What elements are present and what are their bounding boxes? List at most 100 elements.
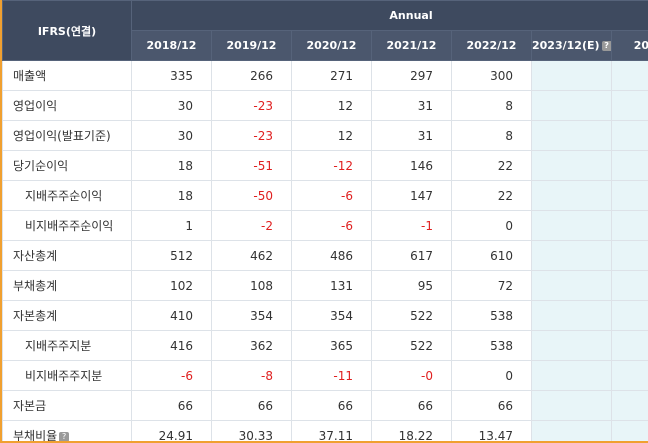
value-cell: 95 (371, 270, 452, 301)
table-row: 부채비율? 24.91 30.33 37.11 18.22 13.47 (2, 420, 648, 443)
table-row: 영업이익 30 -23 12 31 8 (2, 90, 648, 121)
value-cell: 12 (291, 90, 372, 121)
empty-cell (610, 240, 648, 271)
table-row: 당기순이익 18 -51 -12 146 22 (2, 150, 648, 181)
empty-cell (531, 120, 612, 151)
value-cell: -6 (131, 360, 212, 391)
value-cell: -50 (211, 180, 292, 211)
value-cell: 22 (451, 180, 532, 211)
value-cell: 0 (451, 210, 532, 241)
value-cell: 365 (291, 330, 372, 361)
value-cell: 30 (131, 120, 212, 151)
value-cell: 30.33 (211, 420, 292, 441)
empty-cell (531, 60, 612, 91)
value-cell: 66 (451, 390, 532, 421)
table-row: 부채총계 102 108 131 95 72 (2, 270, 648, 301)
empty-cell (610, 180, 648, 211)
table-row: 매출액 335 266 271 297 300 (2, 60, 648, 91)
value-cell: 354 (211, 300, 292, 331)
row-label-text: 비지배주주순이익 (25, 219, 114, 233)
empty-cell (610, 300, 648, 331)
value-cell: 147 (371, 180, 452, 211)
table-row: 지배주주순이익 18 -50 -6 147 22 (2, 180, 648, 211)
value-cell: 617 (371, 240, 452, 271)
value-cell: 486 (291, 240, 372, 271)
row-label: 지배주주지분 (2, 330, 132, 361)
value-cell: 522 (371, 330, 452, 361)
corner-header: IFRS(연결) (2, 0, 132, 61)
value-cell: 102 (131, 270, 212, 301)
empty-cell (531, 360, 612, 391)
column-header: 2021/12 (371, 30, 452, 61)
row-label: 부채총계 (2, 270, 132, 301)
row-label: 자산총계 (2, 240, 132, 271)
value-cell: 72 (451, 270, 532, 301)
row-label-text: 영업이익 (13, 99, 58, 113)
value-cell: 31 (371, 90, 452, 121)
value-cell: -23 (211, 90, 292, 121)
value-cell: 266 (211, 60, 292, 91)
row-label-text: 자본총계 (13, 309, 58, 323)
value-cell: -6 (291, 180, 372, 211)
row-label-text: 매출액 (13, 69, 47, 83)
empty-cell (610, 330, 648, 361)
value-cell: 416 (131, 330, 212, 361)
value-cell: 522 (371, 300, 452, 331)
value-cell: 335 (131, 60, 212, 91)
value-cell: 30 (131, 90, 212, 121)
row-label-text: 영업이익(발표기준) (13, 129, 111, 143)
value-cell: -11 (291, 360, 372, 391)
column-header: 2022/12 (451, 30, 532, 61)
empty-cell (610, 120, 648, 151)
column-label: 2022/12 (466, 39, 517, 52)
row-label: 당기순이익 (2, 150, 132, 181)
row-label-text: 자산총계 (13, 249, 58, 263)
column-label: 2018/12 (146, 39, 197, 52)
value-cell: 610 (451, 240, 532, 271)
value-cell: 13.47 (451, 420, 532, 441)
row-label: 자본금 (2, 390, 132, 421)
column-header: 2019/12 (211, 30, 292, 61)
empty-cell (610, 60, 648, 91)
empty-cell (531, 270, 612, 301)
column-header: 2020/12 (291, 30, 372, 61)
empty-cell (610, 270, 648, 301)
row-label-text: 지배주주순이익 (25, 189, 103, 203)
value-cell: 18 (131, 180, 212, 211)
value-cell: 300 (451, 60, 532, 91)
column-label: 2020/12 (306, 39, 357, 52)
value-cell: 362 (211, 330, 292, 361)
value-cell: 354 (291, 300, 372, 331)
empty-cell (531, 180, 612, 211)
value-cell: -1 (371, 210, 452, 241)
help-icon: ? (59, 431, 70, 441)
group-header: Annual (130, 0, 648, 31)
value-cell: 18 (131, 150, 212, 181)
row-label-text: 비지배주주지분 (25, 369, 103, 383)
column-label: 2023/12(E) (532, 39, 600, 52)
empty-cell (610, 90, 648, 121)
value-cell: 271 (291, 60, 372, 91)
table-row: 자산총계 512 462 486 617 610 (2, 240, 648, 271)
row-label-text: 부채비율 (13, 429, 58, 443)
column-header: 2024/ (610, 30, 648, 61)
header-row: 2018/12 2019/12 2020/12 2021/12 2022/12 2023/… (3, 30, 648, 61)
value-cell: 12 (291, 120, 372, 151)
table-row: 지배주주지분 416 362 365 522 538 (2, 330, 648, 361)
column-label: 2019/12 (226, 39, 277, 52)
column-header: 2023/12(E)? (531, 30, 612, 61)
table-row: 자본금 66 66 66 66 66 (2, 390, 648, 421)
value-cell: 538 (451, 300, 532, 331)
value-cell: 1 (131, 210, 212, 241)
value-cell: 66 (291, 390, 372, 421)
row-label: 비지배주주지분 (2, 360, 132, 391)
value-cell: 31 (371, 120, 452, 151)
value-cell: 22 (451, 150, 532, 181)
empty-cell (610, 360, 648, 391)
table-row: 비지배주주순이익 1 -2 -6 -1 0 (2, 210, 648, 241)
column-label: 2024/ (633, 39, 648, 52)
column-label: 2021/12 (386, 39, 437, 52)
empty-cell (610, 150, 648, 181)
empty-cell (531, 150, 612, 181)
